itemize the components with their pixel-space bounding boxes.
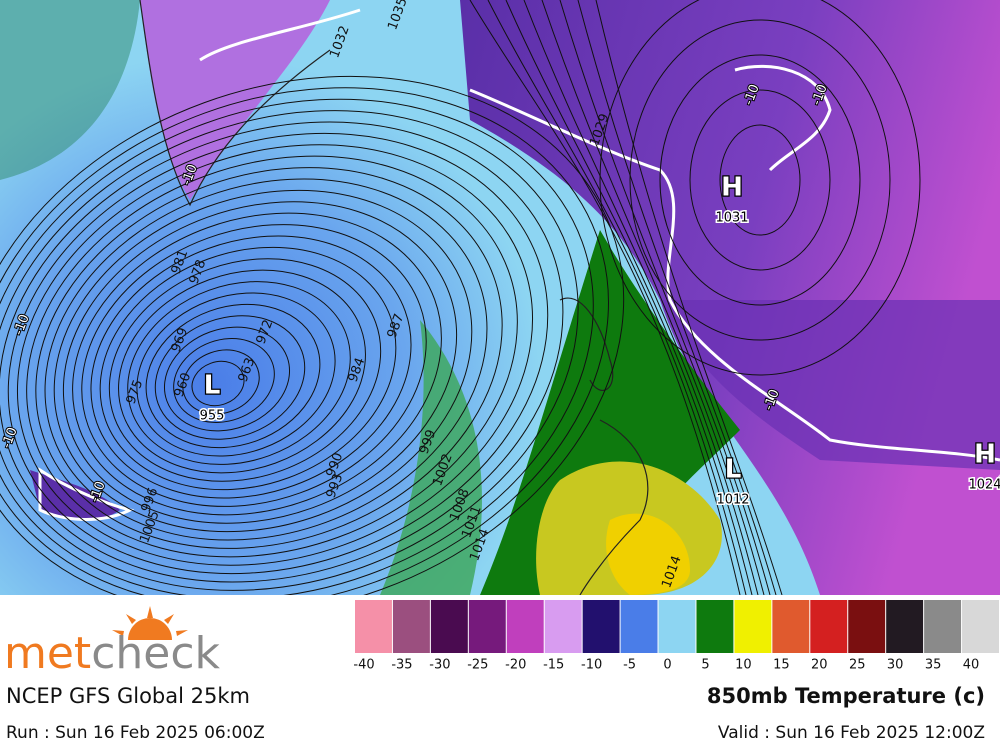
colorbar-label: 35 xyxy=(925,658,942,673)
isobar xyxy=(191,360,245,407)
colorbar-swatch xyxy=(468,600,506,653)
colorbar-label: 40 xyxy=(963,658,980,673)
svg-text:metcheck: metcheck xyxy=(4,628,221,679)
isobar xyxy=(26,155,518,558)
logo-check: check xyxy=(91,628,220,679)
colorbar-label: 5 xyxy=(701,658,709,673)
colorbar-label: -25 xyxy=(467,658,488,673)
colorbar-label: 15 xyxy=(773,658,790,673)
colorbar-label: -5 xyxy=(623,658,636,673)
colorbar-swatch xyxy=(392,600,430,653)
isobar xyxy=(0,110,579,591)
isobar xyxy=(90,235,412,499)
isobar xyxy=(62,201,458,524)
colorbar-label: -35 xyxy=(391,658,412,673)
pressure-value: 955 xyxy=(200,409,225,424)
logo: metcheck xyxy=(4,606,221,679)
colorbar-swatch xyxy=(506,600,544,653)
isobar xyxy=(136,292,336,457)
colorbar-swatch xyxy=(582,600,620,653)
isobar xyxy=(0,87,609,608)
isobar xyxy=(577,0,777,596)
isobar xyxy=(99,246,397,491)
colorbar-swatch xyxy=(620,600,658,653)
colorbar-label: -20 xyxy=(505,658,526,673)
isobar xyxy=(629,19,891,341)
isobar xyxy=(541,0,765,596)
pressure-value: 1024 xyxy=(968,478,1000,493)
colorbar-swatch xyxy=(734,600,772,653)
colorbar-swatch xyxy=(810,600,848,653)
pressure-system: H xyxy=(721,173,743,203)
logo-sun xyxy=(112,606,188,640)
isobar xyxy=(559,0,771,596)
isobar xyxy=(487,0,747,596)
isobar xyxy=(0,121,564,583)
isobar xyxy=(108,258,382,482)
isobar xyxy=(505,0,753,596)
isobar xyxy=(72,212,442,516)
isobar xyxy=(182,349,260,415)
isobar xyxy=(719,124,801,236)
colorbar-label: 0 xyxy=(663,658,671,673)
isobar xyxy=(689,89,831,271)
isobar xyxy=(163,326,291,432)
valid-time: Valid : Sun 16 Feb 2025 12:00Z xyxy=(718,723,985,743)
pressure-system: L xyxy=(204,371,221,401)
colorbar-label: -10 xyxy=(581,658,602,673)
isobar xyxy=(7,132,549,575)
colorbar-swatch xyxy=(886,600,924,653)
pressure-system: H xyxy=(974,440,996,470)
isobar xyxy=(599,0,921,376)
colorbar-swatch xyxy=(962,600,999,653)
colorbar-swatch xyxy=(924,600,962,653)
isobar xyxy=(44,178,488,541)
colorbar-swatch xyxy=(544,600,582,653)
colorbar-label: 25 xyxy=(849,658,866,673)
isobar xyxy=(173,338,275,423)
isobar xyxy=(35,167,503,549)
temperature-label: -10 xyxy=(87,479,108,504)
pressure-value: 1012 xyxy=(716,493,749,508)
chart-title: 850mb Temperature (c) xyxy=(707,684,985,708)
isobar xyxy=(16,144,534,566)
colorbar-swatch xyxy=(355,600,392,653)
colorbar-label: 30 xyxy=(887,658,904,673)
colorbar-swatch xyxy=(430,600,468,653)
isobar xyxy=(118,269,366,474)
colorbar-label: -40 xyxy=(353,658,374,673)
isobar xyxy=(127,281,351,465)
isobar xyxy=(0,98,594,600)
logo-met: met xyxy=(4,628,91,679)
isobar xyxy=(154,315,306,440)
isobar xyxy=(81,224,427,507)
pressure-value: 1031 xyxy=(715,211,748,226)
isobar xyxy=(659,54,861,306)
colorbar-label: -15 xyxy=(543,658,564,673)
colorbar-swatch xyxy=(772,600,810,653)
colorbar-label: 10 xyxy=(735,658,752,673)
pressure-system: L xyxy=(725,455,742,485)
colorbar-label: -30 xyxy=(429,658,450,673)
colorbar-swatch xyxy=(848,600,886,653)
colorbar: -40 -35 -30 -25 -20 -15 -10 -5 0 5 10 15 20 25 30 35 40 xyxy=(353,600,999,673)
isobar xyxy=(595,0,783,596)
colorbar-swatch xyxy=(696,600,734,653)
isobars xyxy=(0,0,921,617)
colorbar-label: 20 xyxy=(811,658,828,673)
run-time: Run : Sun 16 Feb 2025 06:00Z xyxy=(6,723,265,743)
isobar xyxy=(53,189,473,533)
isobar xyxy=(523,0,759,596)
isobar xyxy=(145,303,321,449)
colorbar-swatch xyxy=(658,600,696,653)
isobar xyxy=(469,0,741,596)
model-name: NCEP GFS Global 25km xyxy=(6,684,250,708)
